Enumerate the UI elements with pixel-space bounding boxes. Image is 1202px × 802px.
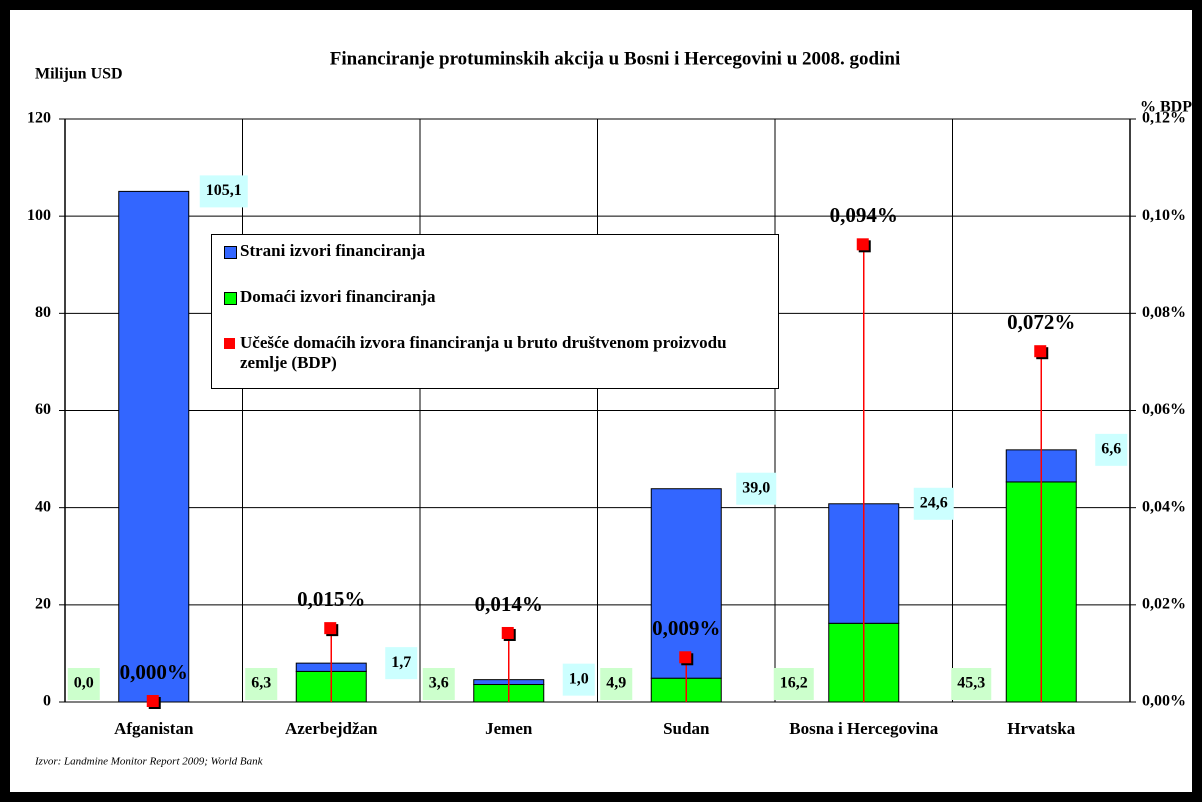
- marker: [679, 651, 692, 664]
- marker: [324, 622, 337, 635]
- legend-swatch: [224, 246, 237, 259]
- marker-label: 0,094%: [830, 203, 898, 227]
- value-label-bg: [562, 663, 595, 696]
- value-label: 1,0: [569, 670, 589, 687]
- value-label: 6,3: [251, 675, 271, 692]
- marker-label: 0,009%: [652, 616, 720, 640]
- legend-item: Strani izvori financiranja: [224, 241, 768, 261]
- y-tick-label: 120: [27, 110, 51, 127]
- value-label-bg: [600, 668, 633, 700]
- value-label: 16,2: [780, 675, 808, 692]
- value-label-bg: [67, 668, 100, 700]
- value-label: 24,6: [920, 494, 948, 511]
- marker-label: 0,072%: [1007, 310, 1075, 334]
- legend-label: Strani izvori financiranja: [240, 241, 426, 260]
- y-tick-label: 100: [27, 207, 51, 224]
- y-tick-label: 60: [35, 401, 51, 418]
- x-tick-label: Jemen: [485, 719, 533, 738]
- y-tick-label: 80: [35, 304, 51, 321]
- y2-tick-label: 0,00%: [1142, 693, 1186, 710]
- value-label: 1,7: [391, 654, 411, 671]
- value-label: 0,0: [74, 675, 94, 692]
- x-tick-label: Azerbejdžan: [285, 719, 378, 738]
- marker-label: 0,000%: [120, 660, 188, 684]
- marker-label: 0,015%: [297, 587, 365, 611]
- y2-tick-label: 0,08%: [1142, 304, 1186, 321]
- y-tick-label: 40: [35, 498, 51, 515]
- y2-tick-label: 0,06%: [1142, 401, 1186, 418]
- value-label-bg: [199, 175, 248, 208]
- y-axis-title: Milijun USD: [35, 66, 123, 83]
- value-label: 105,1: [206, 182, 242, 199]
- value-label: 3,6: [429, 675, 449, 692]
- legend-label: Učešće domaćih izvora financiranja u bru…: [240, 333, 727, 372]
- source-note: Izvor: Landmine Monitor Report 2009; Wor…: [34, 756, 264, 768]
- value-label: 39,0: [742, 479, 770, 496]
- legend-label: Domaći izvori financiranja: [240, 287, 436, 306]
- y2-tick-label: 0,12%: [1142, 110, 1186, 127]
- chart-title: Financiranje protuminskih akcija u Bosni…: [330, 48, 900, 69]
- y2-tick-label: 0,04%: [1142, 498, 1186, 515]
- value-label-bg: [951, 668, 992, 700]
- bar-segment: [118, 190, 190, 703]
- value-label-bg: [913, 487, 954, 520]
- x-tick-label: Afganistan: [114, 719, 194, 738]
- legend: Strani izvori financiranja Domaći izvori …: [211, 234, 779, 389]
- value-label-bg: [422, 668, 455, 700]
- marker-label: 0,014%: [475, 592, 543, 616]
- y-tick-label: 0: [43, 693, 51, 710]
- bar-segment: [650, 488, 722, 679]
- legend-item: Učešće domaćih izvora financiranja u bru…: [224, 333, 768, 373]
- value-label-bg: [1095, 433, 1128, 466]
- legend-swatch: [224, 292, 237, 305]
- legend-swatch: [224, 338, 235, 349]
- value-label-bg: [736, 472, 777, 505]
- marker: [1034, 345, 1047, 358]
- y2-tick-label: 0,02%: [1142, 596, 1186, 613]
- legend-item: Domaći izvori financiranja: [224, 287, 768, 307]
- marker: [856, 238, 869, 251]
- value-label-bg: [245, 668, 278, 700]
- x-tick-label: Sudan: [663, 719, 710, 738]
- value-label: 4,9: [606, 675, 626, 692]
- y2-axis-title: % BDP: [1140, 99, 1192, 116]
- value-label-bg: [773, 668, 814, 700]
- x-tick-label: Hrvatska: [1007, 719, 1076, 738]
- marker: [501, 626, 514, 639]
- x-tick-label: Bosna i Hercegovina: [789, 719, 938, 738]
- y-tick-label: 20: [35, 596, 51, 613]
- value-label: 6,6: [1101, 441, 1121, 458]
- y2-tick-label: 0,10%: [1142, 207, 1186, 224]
- marker: [146, 695, 159, 707]
- value-label-bg: [385, 647, 418, 680]
- value-label: 45,3: [957, 675, 985, 692]
